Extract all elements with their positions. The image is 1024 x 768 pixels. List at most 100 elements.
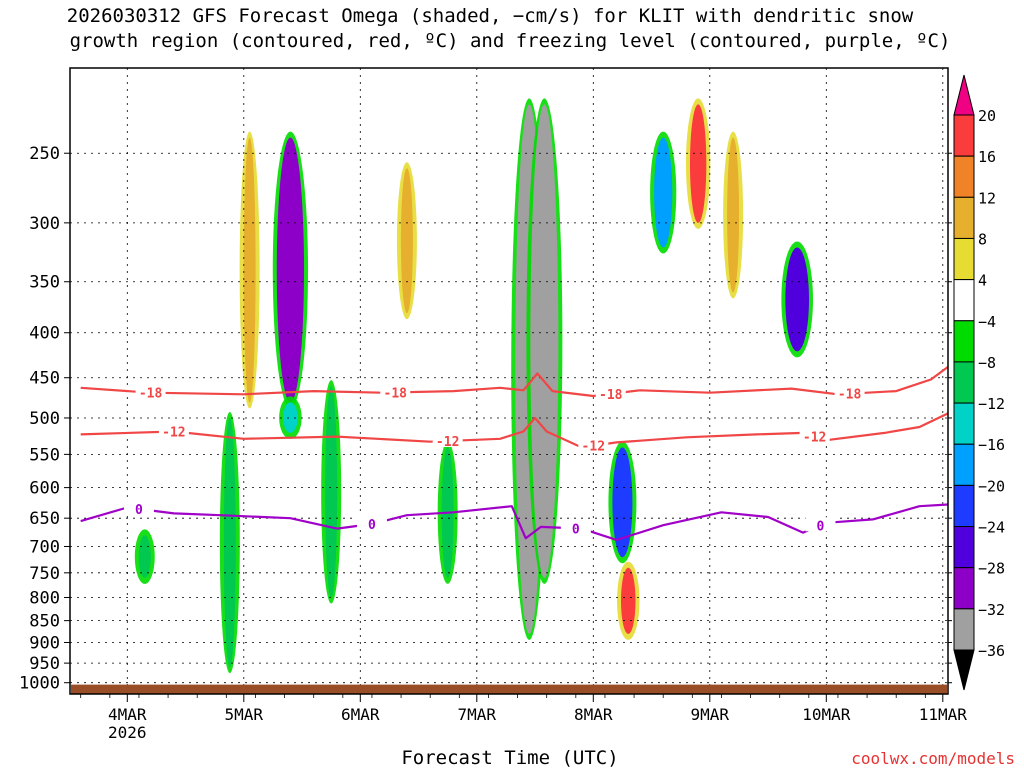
x-tick-label: 4MAR [108, 705, 147, 724]
omega-feature [138, 535, 151, 578]
colorbar-label: −20 [978, 477, 1005, 495]
credit-link[interactable]: coolwx.com/models [851, 749, 1015, 768]
y-tick-label: 300 [29, 214, 60, 234]
omega-feature [530, 104, 559, 578]
x-tick-label: 11MAR [919, 705, 968, 724]
contour-label: 0 [135, 503, 143, 518]
colorbar-label: −32 [978, 601, 1005, 619]
y-tick-label: 500 [29, 409, 60, 429]
colorbar-label: 16 [978, 148, 996, 166]
contour-label: -12 [162, 425, 185, 440]
colorbar-label: −4 [978, 313, 996, 331]
colorbar-box [953, 608, 975, 651]
colorbar-box [953, 279, 975, 322]
contour-label: -18 [838, 388, 862, 403]
plot-frame [69, 67, 949, 695]
contour-label: -18 [139, 387, 163, 402]
y-tick-label: 850 [29, 612, 60, 632]
y-axis: 2503003504004505005506006507007508008509… [19, 144, 952, 694]
colorbar-box [953, 361, 975, 404]
contour-label-bg [123, 500, 154, 515]
colorbar-box [953, 402, 975, 445]
contour-label-bg [578, 437, 609, 452]
omega-feature [325, 386, 338, 598]
colorbar-bottom-arrow [953, 649, 975, 691]
terrain-ground [71, 684, 947, 694]
contour-label: -18 [599, 388, 623, 403]
contour-label: 0 [368, 518, 376, 533]
y-tick-label: 900 [29, 633, 60, 653]
y-tick-label: 1000 [19, 674, 60, 694]
colorbar-label: 20 [978, 107, 996, 125]
y-tick-label: 750 [29, 564, 60, 584]
colorbar-box [953, 114, 975, 157]
y-tick-label: 400 [29, 324, 60, 344]
contour-label-bg [135, 384, 166, 399]
x-tick-label: 5MAR [225, 705, 264, 724]
omega-feature [689, 104, 707, 223]
y-tick-label: 950 [29, 654, 60, 674]
contour-label-bg [560, 520, 591, 535]
y-tick-label: 450 [29, 369, 60, 389]
contour-label: -12 [803, 431, 826, 446]
contour-line [80, 412, 948, 449]
contour-label-bg [356, 516, 387, 531]
x-axis-title: Forecast Time (UTC) [401, 747, 618, 768]
contour-label: -18 [384, 386, 408, 401]
x-tick-sublabel: 2026 [108, 723, 147, 742]
contour-label: 0 [572, 522, 580, 537]
x-tick-label: 8MAR [574, 705, 613, 724]
colorbar-top-arrow [953, 74, 975, 116]
contour-label-bg [805, 517, 836, 532]
contour-label-bg [799, 428, 830, 443]
colorbar-box [953, 155, 975, 198]
colorbar-label: −16 [978, 436, 1005, 454]
colorbar-label: 4 [978, 272, 987, 290]
colorbar-label: −8 [978, 354, 996, 372]
omega-feature [243, 137, 256, 403]
colorbar-label: 8 [978, 230, 987, 248]
x-tick-label: 9MAR [691, 705, 730, 724]
contour-label: -12 [582, 440, 605, 455]
terrain-strip [71, 684, 947, 694]
y-tick-label: 700 [29, 537, 60, 557]
omega-feature [276, 137, 305, 403]
plot-area [70, 68, 948, 694]
chart-title-line2: growth region (contoured, red, ºC) and f… [70, 30, 951, 52]
y-tick-label: 250 [29, 144, 60, 164]
contour-label-bg [595, 385, 626, 400]
omega-feature [223, 417, 236, 668]
temperature-contours: -18 -18 -18 -18 -12 -12 -12 -12 0 0 0 0 [80, 365, 948, 542]
colorbar-label: 12 [978, 189, 996, 207]
contour-label: -12 [436, 435, 459, 450]
colorbar-box [953, 526, 975, 569]
y-tick-label: 600 [29, 479, 60, 499]
colorbar-box [953, 443, 975, 486]
y-tick-label: 350 [29, 273, 60, 293]
colorbar-label: −12 [978, 395, 1005, 413]
contour-label: 0 [817, 519, 825, 534]
omega-feature [785, 247, 809, 352]
colorbar-label: −28 [978, 560, 1005, 578]
colorbar-box [953, 196, 975, 239]
colorbar-box [953, 237, 975, 281]
colorbar-box [953, 320, 975, 363]
colorbar-box [953, 567, 975, 610]
contour-label-bg [380, 384, 411, 399]
omega-feature [727, 137, 740, 293]
x-tick-label: 10MAR [802, 705, 851, 724]
x-tick-label: 7MAR [458, 705, 497, 724]
omega-feature [620, 567, 636, 634]
x-tick-label: 6MAR [341, 705, 380, 724]
chart-title-line1: 2026030312 GFS Forecast Omega (shaded, −… [67, 5, 914, 27]
colorbar-legend: 20 16 12 8 4 −4 −8 −12 −16 −20 −24 −28 −32 −36 [953, 74, 1005, 691]
y-tick-label: 550 [29, 445, 60, 465]
omega-feature [612, 447, 633, 558]
omega-feature [283, 402, 298, 433]
contour-label-bg [158, 423, 189, 438]
colorbar-box [953, 484, 975, 528]
y-tick-label: 800 [29, 588, 60, 608]
colorbar-label: −36 [978, 642, 1005, 660]
